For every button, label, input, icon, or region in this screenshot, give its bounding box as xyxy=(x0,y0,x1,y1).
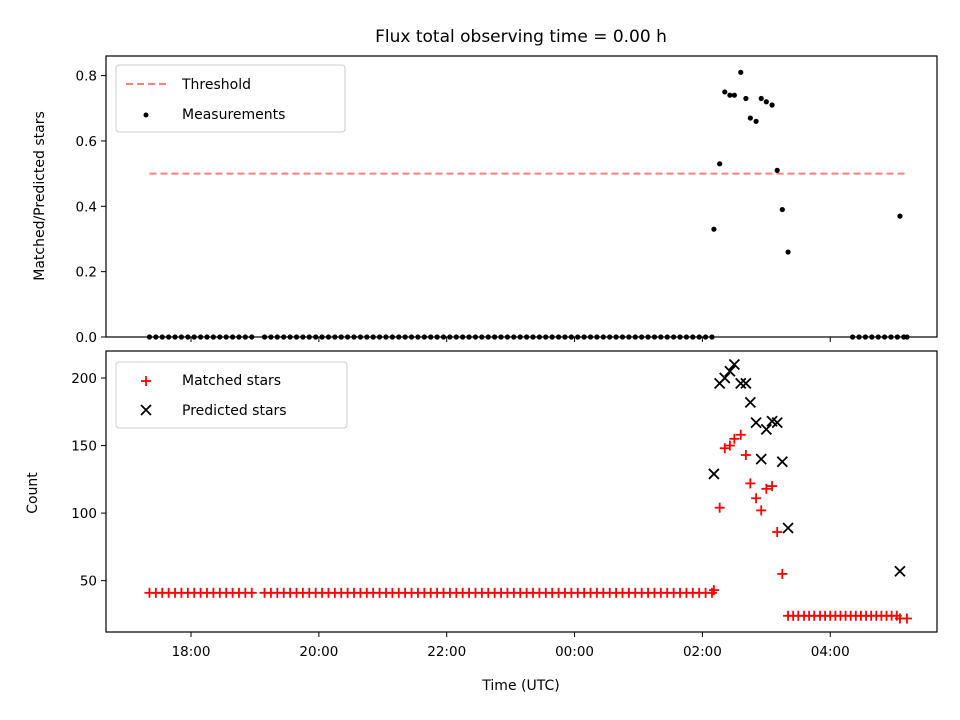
legend-measurements-label: Measurements xyxy=(182,107,285,123)
x-tick-label: 20:00 xyxy=(299,644,338,660)
bottom-legend-box xyxy=(115,361,348,429)
predicted-star-point xyxy=(755,453,767,465)
measurement-point xyxy=(753,118,759,124)
matched-star-point xyxy=(751,493,762,504)
matched-star-point xyxy=(714,502,725,513)
top-y-axis-label: Matched/Predicted stars xyxy=(32,111,48,281)
x-tick-label: 02:00 xyxy=(683,644,722,660)
bottom-y-tick-label: 150 xyxy=(71,439,97,455)
predicted-star-point xyxy=(724,365,736,377)
legend-predicted-label: Predicted stars xyxy=(182,403,287,419)
predicted-star-point xyxy=(894,565,906,577)
matched-star-point xyxy=(729,433,740,444)
predicted-star-point xyxy=(740,377,752,390)
measurement-point xyxy=(738,69,744,75)
matched-star-point xyxy=(745,478,756,489)
x-tick-label: 22:00 xyxy=(427,644,466,660)
measurement-point xyxy=(779,206,785,213)
predicted-star-point xyxy=(771,416,783,429)
matched-star-point xyxy=(740,450,751,461)
legend-threshold-label: Threshold xyxy=(181,77,251,93)
top-y-tick-label: 0.6 xyxy=(76,134,97,150)
predicted-star-point xyxy=(750,416,762,429)
matched-star-point xyxy=(246,587,257,598)
matched-star-point xyxy=(724,440,735,451)
matched-star-point xyxy=(719,443,730,454)
measurement-point xyxy=(763,99,769,105)
predicted-star-point xyxy=(735,377,747,390)
measurement-point xyxy=(758,95,764,102)
top-legend: Threshold Measurements xyxy=(115,64,346,133)
predicted-star-point xyxy=(719,372,731,384)
top-panel: 0.00.20.40.60.8 Matched/Predicted stars … xyxy=(32,55,938,346)
bottom-y-axis-label: Count xyxy=(25,472,41,514)
x-tick-label: 18:00 xyxy=(172,644,211,660)
predicted-star-point xyxy=(782,522,794,534)
legend-matched-label: Matched stars xyxy=(182,373,281,389)
measurement-point xyxy=(722,89,728,95)
bottom-panel: 18:00 20:00 22:00 00:00 02:00 04:00 50 100 150 20… xyxy=(25,350,938,660)
matched-star-point xyxy=(756,505,767,516)
matched-star-point xyxy=(901,613,912,624)
measurement-point xyxy=(769,102,775,108)
x-tick-label: 00:00 xyxy=(555,644,594,660)
predicted-star-point xyxy=(728,358,741,371)
top-y-tick-label: 0.2 xyxy=(76,265,97,281)
top-y-tick-label: 0.8 xyxy=(76,69,97,85)
matched-star-point xyxy=(820,610,831,621)
bottom-y-tick-label: 200 xyxy=(71,371,97,387)
top-y-tick-label: 0.0 xyxy=(76,330,97,346)
measurement-point xyxy=(774,167,780,173)
predicted-star-point xyxy=(708,468,720,480)
measurement-point xyxy=(897,213,903,219)
legend-matched-swatch xyxy=(141,376,151,386)
matched-star-point xyxy=(761,483,772,494)
matched-star-point xyxy=(777,568,788,579)
matched-star-point xyxy=(735,429,746,440)
predicted-star-point xyxy=(760,423,772,435)
matched-star-point xyxy=(772,527,783,538)
measurement-point xyxy=(747,115,753,121)
measurement-point xyxy=(717,161,723,167)
bottom-y-tick-label: 50 xyxy=(80,574,97,590)
x-tick-label: 04:00 xyxy=(811,644,850,660)
bottom-legend: Matched stars Predicted stars xyxy=(115,361,348,429)
top-legend-box xyxy=(115,64,346,133)
legend-measurements-swatch xyxy=(143,112,149,118)
measurement-point xyxy=(711,226,717,232)
measurement-point xyxy=(743,95,749,102)
matched-star-point xyxy=(708,585,719,596)
top-plot-frame xyxy=(105,55,938,338)
predicted-star-point xyxy=(776,456,788,468)
bottom-y-tick-label: 100 xyxy=(71,506,97,522)
measurement-point xyxy=(727,92,733,98)
x-axis-label: Time (UTC) xyxy=(481,678,559,694)
legend-predicted-swatch xyxy=(140,404,152,416)
chart-title: Flux total observing time = 0.00 h xyxy=(375,27,667,47)
predicted-star-point xyxy=(744,396,756,408)
bottom-plot-frame xyxy=(105,350,938,633)
top-y-tick-label: 0.4 xyxy=(76,199,97,215)
measurement-point xyxy=(731,92,737,98)
measurement-point xyxy=(785,249,791,255)
matched-star-point xyxy=(767,481,778,492)
